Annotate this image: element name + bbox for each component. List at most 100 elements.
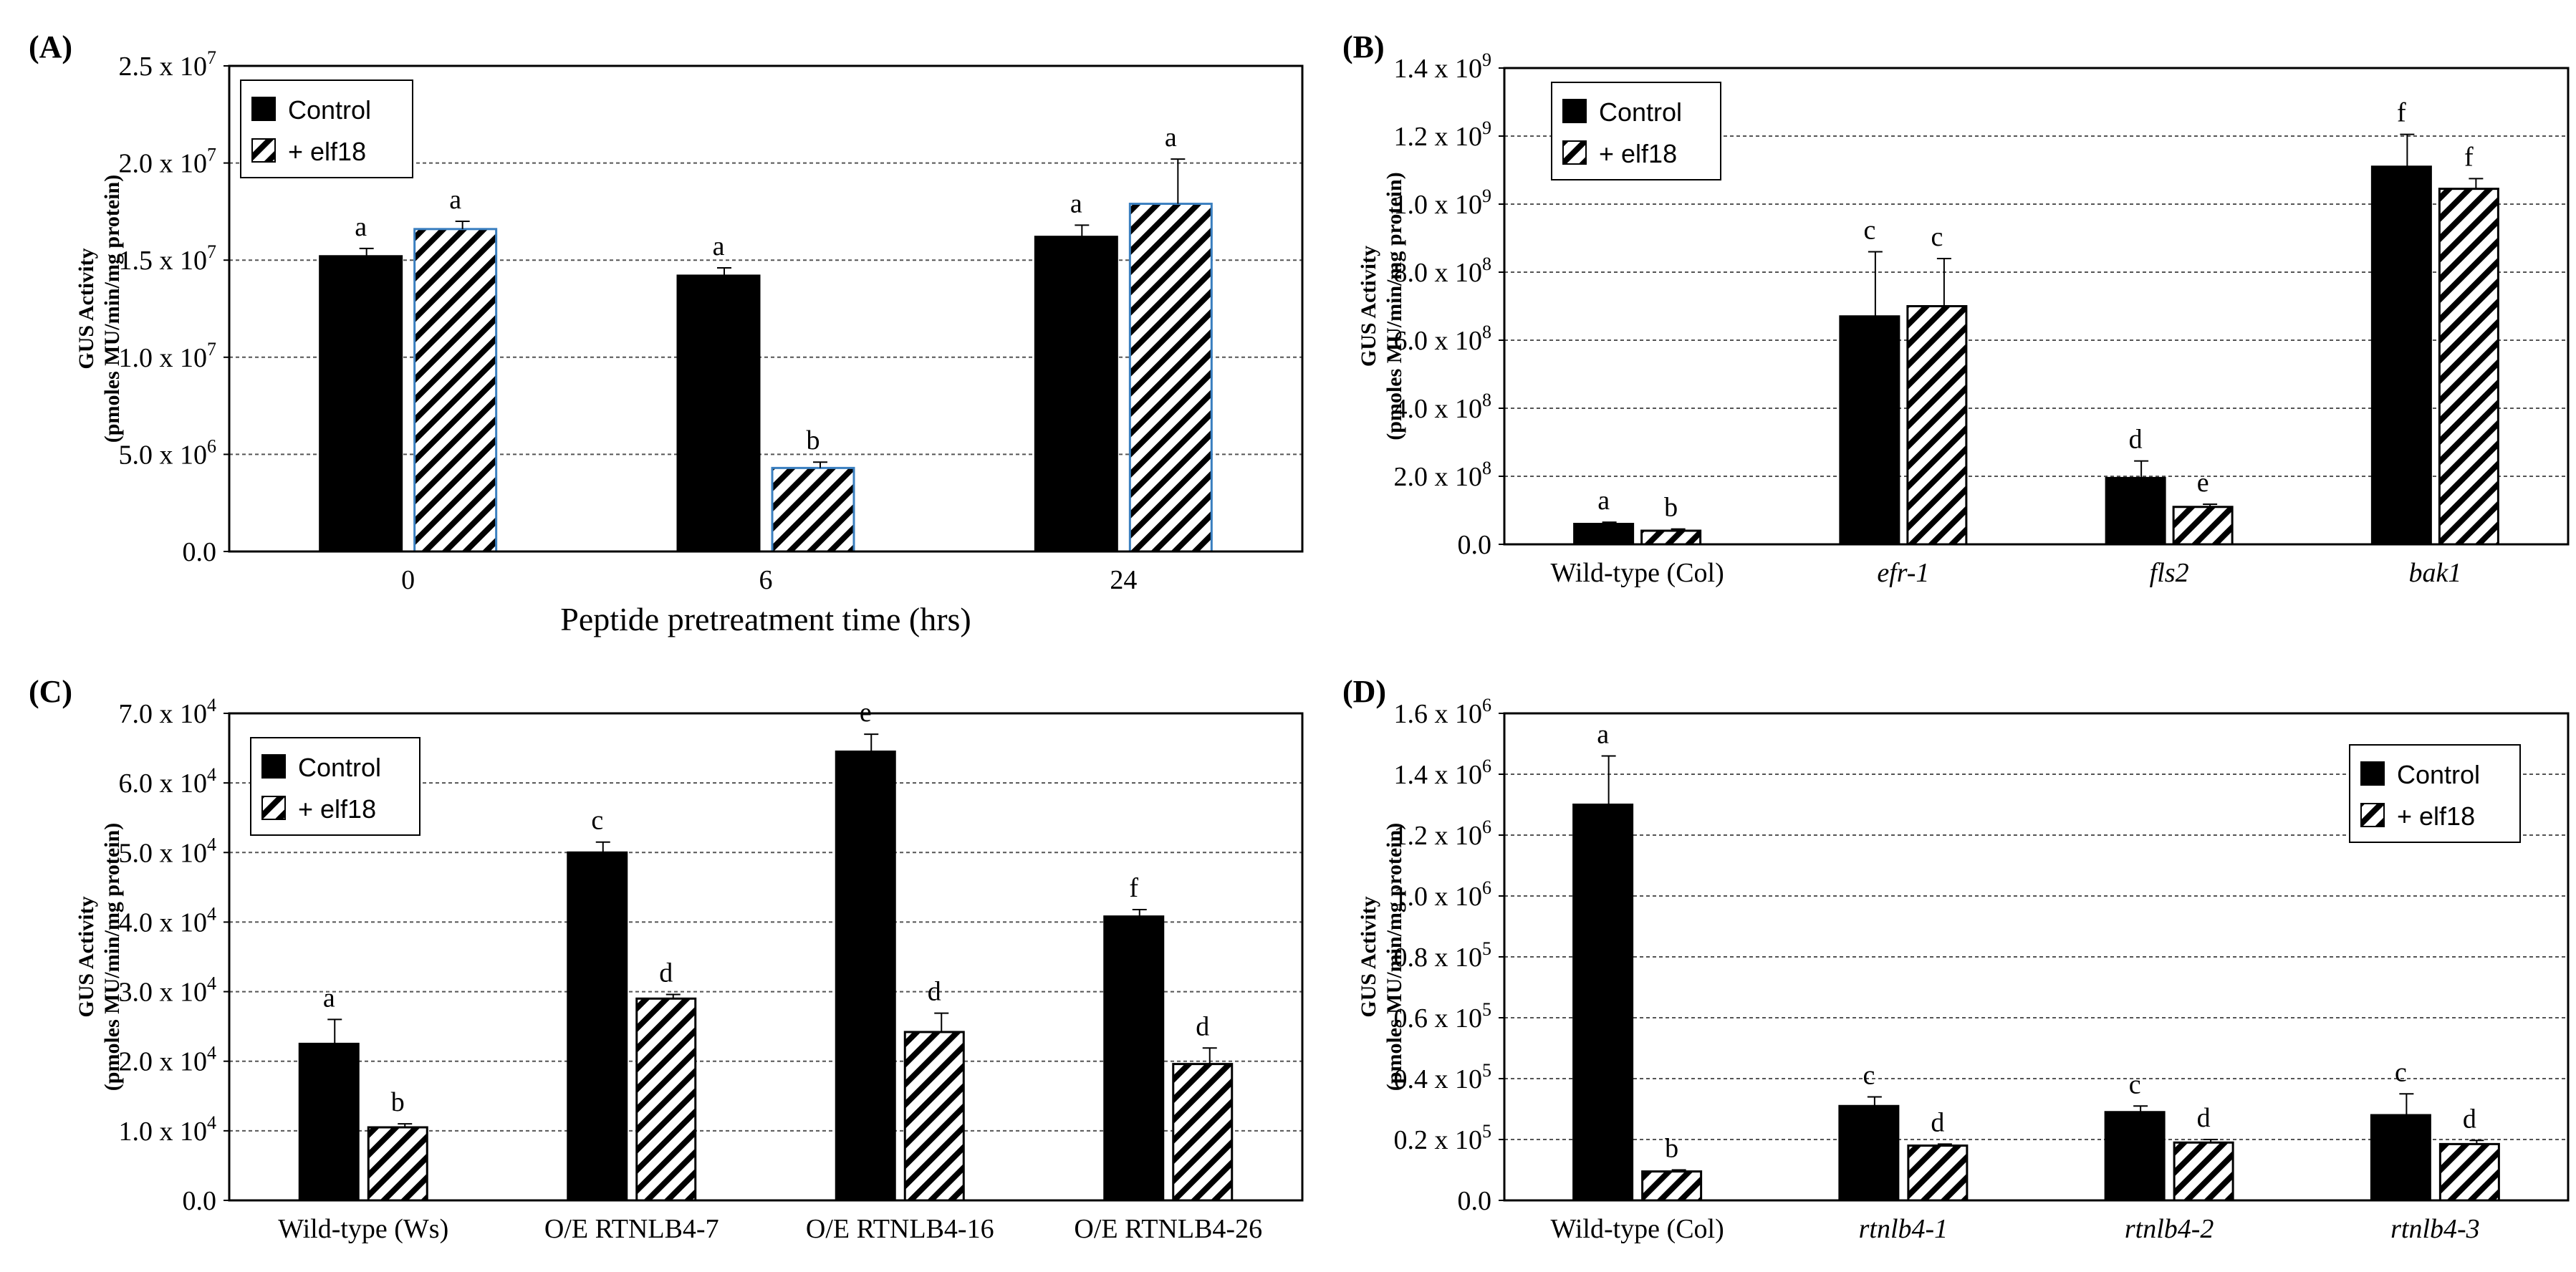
category-label: 24 [1110,565,1137,595]
category-label: 0 [401,565,415,595]
y-tick-label: 4.0 x 104 [119,903,217,938]
bar-control [1573,523,1635,546]
significance-letter: e [2197,468,2209,498]
bar-elf18 [2172,506,2234,546]
significance-letter: c [591,806,603,836]
plot-frame [228,64,1304,553]
bar-control [1103,915,1165,1202]
y-tick-label: 2.0 x 104 [119,1043,217,1077]
y-axis-label-line2: (pmoles MU/min/mg protein) [1383,172,1406,440]
significance-letter: c [2129,1069,2141,1099]
bar-control [319,255,403,553]
y-tick-label: 1.5 x 107 [119,241,217,276]
category-label: rtnlb4-3 [2390,1214,2480,1244]
significance-letter: c [1863,1061,1875,1091]
legend-label-elf18: + elf18 [298,794,376,824]
y-tick-label: 8.0 x 108 [1394,254,1492,288]
bar-control [2104,1111,2166,1202]
y-tick-label: 1.2 x 106 [1394,816,1492,851]
bar-elf18 [635,997,697,1202]
bar-control [676,274,761,553]
significance-letter: a [1070,188,1082,218]
y-tick-label: 1.6 x 106 [1394,695,1492,729]
bar-control [1838,1104,1900,1202]
y-axis-label-line2: (pmoles MU/min/mg protein) [100,175,124,443]
plot-frame [228,712,1304,1202]
bar-elf18 [1172,1063,1234,1202]
y-tick-label: 1.4 x 109 [1394,49,1492,84]
significance-letter: d [1931,1107,1944,1137]
category-label: 6 [759,565,773,595]
category-label: rtnlb4-2 [2125,1214,2214,1244]
legend-label-elf18: + elf18 [288,137,366,166]
significance-letter: b [807,425,820,456]
category-label: Wild-type (Col) [1551,558,1724,588]
panels-group: (A) 0.0 5.0 x 106 1.0 x 107 1.5 x 107 2.0 x 1… [29,29,2570,1244]
y-tick-label: 3.0 x 104 [119,973,217,1008]
legend-label-elf18: + elf18 [2397,801,2475,831]
bar-control [2370,1114,2431,1202]
bar-elf18 [2173,1141,2234,1202]
significance-letter: f [1129,873,1138,903]
panel-b: (B) 0.0 2.0 x 108 4.0 x 108 6.0 x 108 8.0 x 1… [1342,29,2570,588]
significance-letter: f [2397,98,2406,128]
y-tick-label: 6.0 x 108 [1394,322,1492,356]
legend-label-elf18: + elf18 [1599,139,1677,168]
significance-letter: a [1597,486,1610,516]
significance-letter: f [2464,142,2474,172]
bar-elf18 [1907,1145,1969,1202]
category-label: rtnlb4-1 [1859,1214,1948,1244]
significance-letter: a [1165,122,1177,153]
legend: Control + elf18 [250,737,420,836]
bar-elf18 [903,1031,965,1202]
y-tick-label: 4.0 x 108 [1394,390,1492,424]
legend-swatch-control [261,754,286,779]
significance-letter: c [2395,1057,2407,1087]
y-tick-label: 0.0 [1458,1186,1492,1216]
y-tick-label: 1.2 x 109 [1394,117,1492,152]
category-label: bak1 [2408,558,2461,588]
panel-a: (A) 0.0 5.0 x 106 1.0 x 107 1.5 x 107 2.0 x 1… [29,29,1304,637]
significance-letter: d [659,958,673,988]
y-tick-label: 1.0 x 104 [119,1112,217,1147]
y-axis-label-line1: GUS Activity [1357,896,1380,1017]
panel-d: (D) 0.0 0.2 x 105 0.4 x 105 0.6 x 105 0.8 x 1… [1342,674,2570,1244]
legend-label-control: Control [298,753,381,782]
bar-control [1572,804,1634,1202]
bar-elf18 [413,228,498,553]
bar-control [2370,165,2432,546]
significance-letter: d [2197,1103,2211,1133]
x-axis-title: Peptide pretreatment time (hrs) [560,601,971,637]
y-tick-label: 0.0 [183,537,217,567]
legend: Control + elf18 [1551,82,1721,180]
significance-letter: c [1931,222,1943,252]
legend-swatch-elf18 [1562,140,1587,165]
category-label: Wild-type (Col) [1551,1214,1724,1244]
bar-elf18 [771,466,855,553]
panel-letter: (B) [1342,29,1385,64]
y-tick-label: 1.0 x 109 [1394,186,1492,220]
bar-elf18 [1128,203,1213,553]
legend-label-control: Control [2397,760,2480,789]
plot-frame [1503,712,2570,1202]
significance-letter: b [1665,1134,1678,1164]
significance-letter: a [449,185,461,215]
y-axis-label-line1: GUS Activity [1357,246,1380,367]
bar-elf18 [367,1126,428,1202]
legend-swatch-control [2360,761,2385,786]
y-tick-label: 5.0 x 106 [119,435,217,470]
y-tick-label: 2.5 x 107 [119,47,217,82]
y-tick-label: 0.8 x 105 [1394,938,1492,973]
legend-label-control: Control [1599,97,1682,127]
y-axis-label-line2: (pmoles MU/min/mg protein) [100,823,124,1091]
legend-swatch-elf18 [2360,803,2385,827]
y-tick-label: 0.2 x 105 [1394,1121,1492,1155]
legend: Control + elf18 [240,80,413,178]
bar-elf18 [1906,305,1968,546]
y-tick-label: 0.4 x 105 [1394,1060,1492,1094]
y-tick-label: 1.0 x 106 [1394,877,1492,912]
bar-control [567,851,628,1202]
y-tick-label: 0.0 [1458,530,1492,560]
legend-swatch-control [1562,99,1587,123]
significance-letter: a [355,212,367,242]
